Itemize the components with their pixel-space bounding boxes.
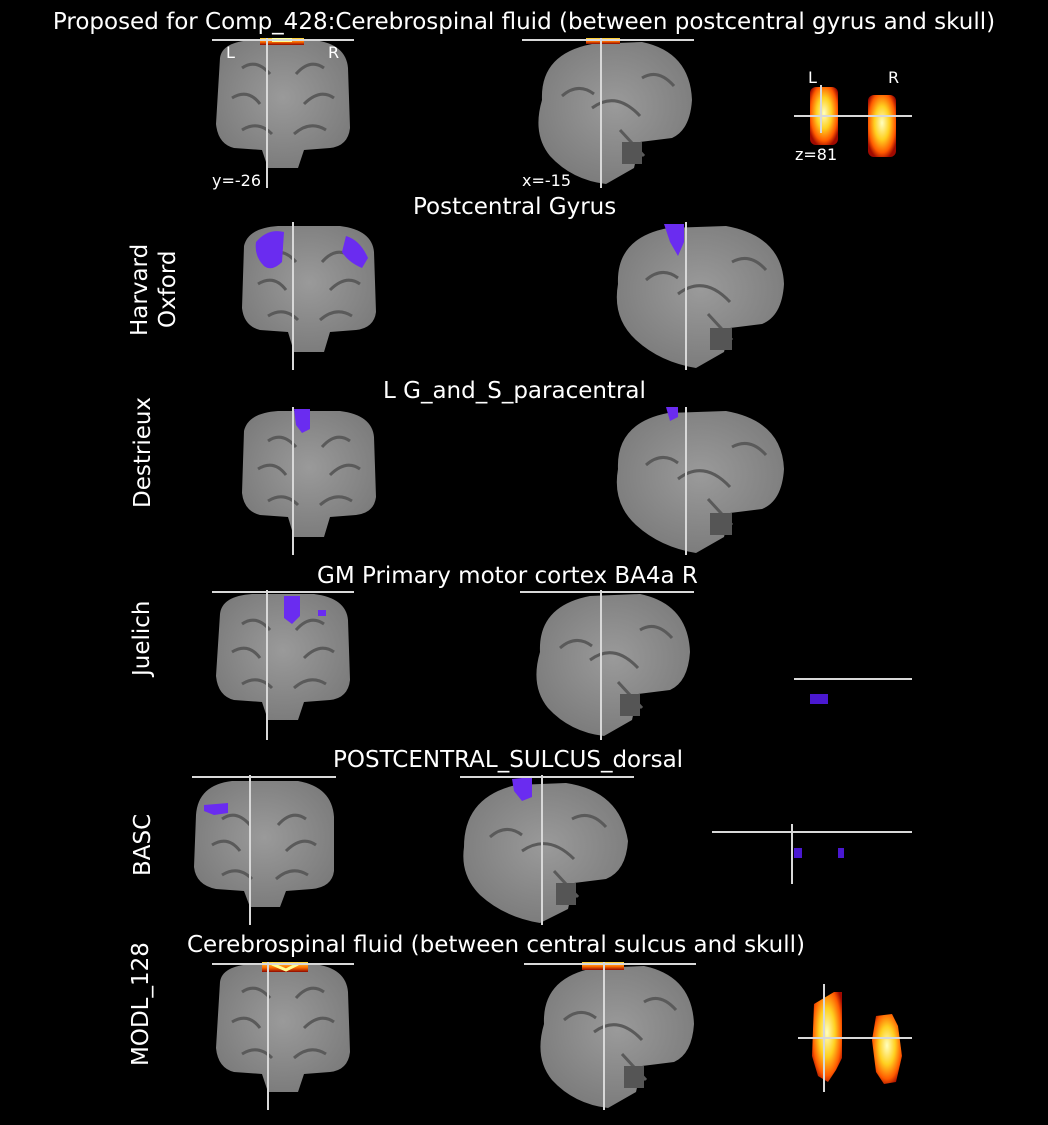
row3-axial-view [794, 678, 912, 704]
row2-sagittal-view [616, 407, 784, 555]
axial-left-label: L [808, 68, 817, 87]
row5-coronal-view [212, 962, 354, 1110]
row3-atlas-label: Juelich [129, 600, 155, 676]
coronal-coordinate: y=-26 [212, 171, 262, 190]
row3-sagittal-view [520, 590, 694, 740]
component-sagittal-view [522, 38, 694, 188]
row1-sagittal-view [616, 222, 784, 370]
row1-region-title: Postcentral Gyrus [413, 194, 617, 220]
sagittal-coordinate: x=-15 [522, 171, 572, 190]
row4-sagittal-view [460, 775, 634, 925]
row2-region-title: L G_and_S_paracentral [383, 378, 646, 404]
row1-coronal-view [242, 222, 376, 370]
row5-sagittal-view [524, 962, 696, 1110]
row4-region-title: POSTCENTRAL_SULCUS_dorsal [333, 747, 684, 773]
component-coronal-view [212, 38, 354, 188]
figure-title: Proposed for Comp_428:Cerebrospinal flui… [52, 9, 996, 35]
row3-region-title: GM Primary motor cortex BA4a R [317, 563, 698, 589]
row4-coronal-view [192, 775, 336, 925]
left-orientation-label: L [226, 43, 235, 62]
row2-coronal-view [242, 407, 376, 555]
row4-axial-view [712, 824, 912, 884]
row4-atlas-label: BASC [130, 813, 156, 876]
row5-axial-view [798, 984, 912, 1092]
row3-coronal-view [212, 590, 354, 740]
row2-atlas-label: Destrieux [130, 396, 156, 508]
axial-right-label: R [888, 68, 900, 87]
component-axial-view [794, 85, 912, 157]
right-orientation-label: R [328, 43, 340, 62]
axial-coordinate: z=81 [795, 145, 838, 164]
row5-region-title: Cerebrospinal fluid (between central sul… [187, 932, 806, 958]
row1-atlas-label-line1: Harvard [127, 243, 153, 336]
row5-atlas-label: MODL_128 [128, 942, 154, 1066]
row1-atlas-label-line2: Oxford [155, 250, 181, 328]
